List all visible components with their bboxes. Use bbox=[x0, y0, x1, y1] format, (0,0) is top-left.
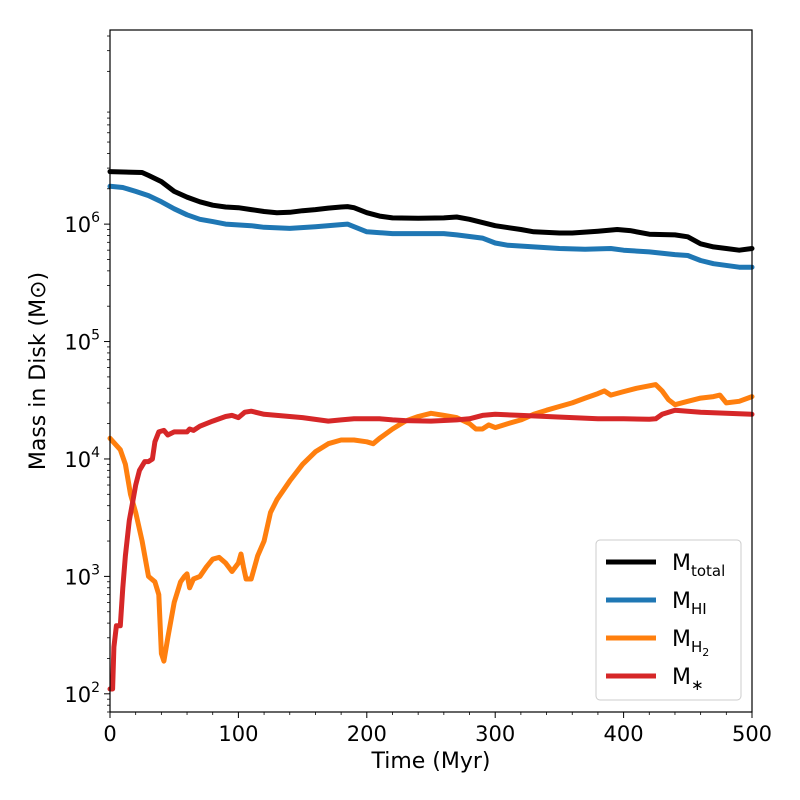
x-tick-label: 300 bbox=[475, 722, 515, 746]
y-axis-title: Mass in Disk (M⊙) bbox=[26, 272, 51, 470]
legend: Mtotal MHI MH2 M∗ bbox=[595, 539, 742, 701]
x-tick-label: 200 bbox=[347, 722, 387, 746]
y-tick-label: 106 bbox=[64, 210, 100, 237]
legend-entries: Mtotal MHI MH2 M∗ bbox=[606, 551, 725, 694]
y-tick-label: 103 bbox=[64, 562, 100, 589]
series-line-total bbox=[107, 169, 755, 253]
plot-frame bbox=[109, 29, 753, 713]
tick-layer: 0 100 200 300 400 500 102 103 104 105 106 bbox=[64, 35, 772, 746]
legend-label-h2: MH2 bbox=[672, 627, 709, 659]
legend-label-star: M∗ bbox=[672, 665, 704, 694]
series-line-star bbox=[107, 407, 755, 692]
x-tick-label: 400 bbox=[604, 722, 644, 746]
x-tick-label: 100 bbox=[218, 722, 258, 746]
y-tick-label: 105 bbox=[64, 328, 100, 355]
legend-label-hi: MHI bbox=[672, 589, 707, 618]
legend-box bbox=[595, 539, 742, 701]
series-layer bbox=[107, 169, 755, 692]
series-line-h2 bbox=[107, 382, 755, 664]
y-tick-label: 104 bbox=[64, 445, 100, 472]
x-tick-label: 0 bbox=[103, 722, 116, 746]
x-tick-label: 500 bbox=[732, 722, 772, 746]
legend-label-total: Mtotal bbox=[672, 551, 725, 580]
x-axis-title: Time (Myr) bbox=[370, 749, 490, 774]
series-line-hi bbox=[107, 183, 755, 270]
y-tick-label: 102 bbox=[64, 680, 100, 707]
